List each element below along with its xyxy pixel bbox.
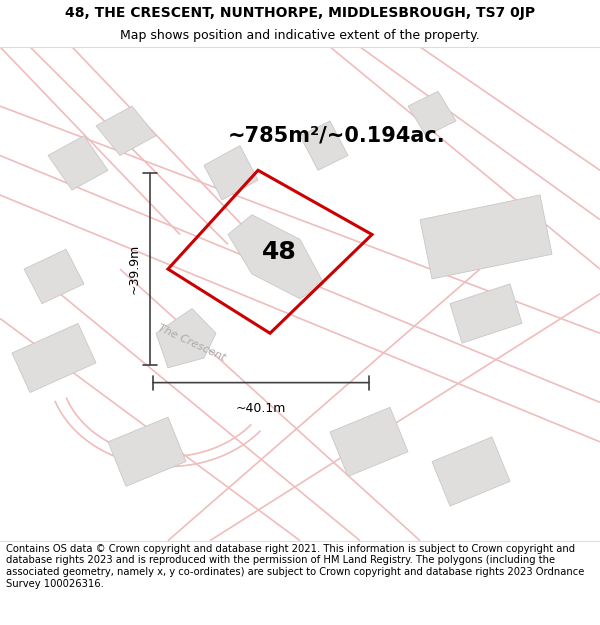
Polygon shape (156, 309, 216, 368)
Polygon shape (204, 146, 258, 200)
Polygon shape (108, 418, 186, 486)
Polygon shape (228, 215, 324, 299)
Text: Contains OS data © Crown copyright and database right 2021. This information is : Contains OS data © Crown copyright and d… (6, 544, 584, 589)
Polygon shape (12, 323, 96, 392)
Text: 48: 48 (262, 240, 296, 264)
Text: The Crescent: The Crescent (157, 323, 227, 363)
Polygon shape (330, 408, 408, 476)
Text: ~40.1m: ~40.1m (236, 402, 286, 416)
Polygon shape (420, 195, 552, 279)
Polygon shape (432, 437, 510, 506)
Text: ~785m²/~0.194ac.: ~785m²/~0.194ac. (228, 126, 446, 146)
Polygon shape (450, 284, 522, 343)
Polygon shape (300, 121, 348, 170)
Polygon shape (24, 249, 84, 304)
Text: 48, THE CRESCENT, NUNTHORPE, MIDDLESBROUGH, TS7 0JP: 48, THE CRESCENT, NUNTHORPE, MIDDLESBROU… (65, 6, 535, 20)
Text: ~39.9m: ~39.9m (128, 244, 141, 294)
Text: Map shows position and indicative extent of the property.: Map shows position and indicative extent… (120, 29, 480, 42)
Polygon shape (48, 136, 108, 190)
Polygon shape (96, 106, 156, 156)
Polygon shape (408, 91, 456, 136)
